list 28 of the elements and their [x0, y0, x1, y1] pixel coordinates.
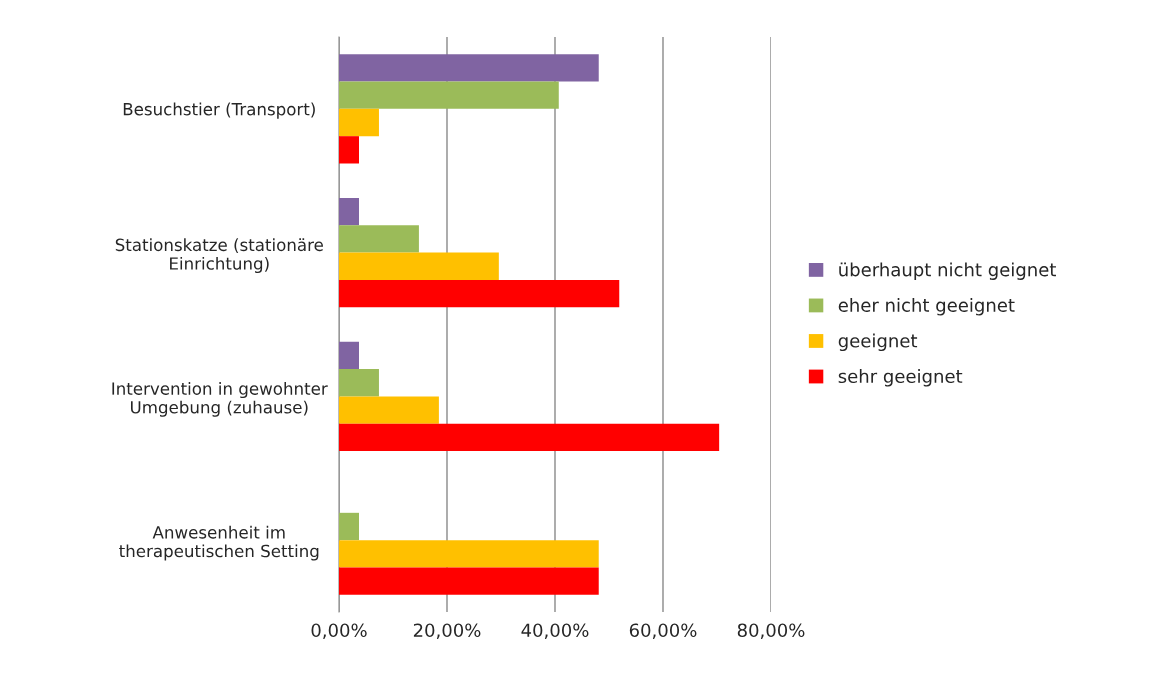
bar — [339, 252, 499, 280]
bar — [339, 225, 419, 253]
bar — [339, 54, 599, 82]
bar — [339, 369, 379, 397]
legend-label: eher nicht geeignet — [838, 298, 1015, 316]
x-tick-label: 60,00% — [629, 623, 697, 639]
y-tick-label: Anwesenheit im therapeutischen Setting — [119, 525, 319, 561]
bar — [339, 341, 359, 370]
legend-label: sehr geeignet — [838, 369, 963, 387]
bar — [339, 396, 439, 424]
legend-label: überhaupt nicht geignet — [839, 262, 1056, 280]
bar — [339, 540, 599, 568]
legend-label: geeignet — [838, 333, 918, 351]
x-tick-label: 0,00% — [311, 623, 367, 639]
y-tick-label: Intervention in gewohnter Umgebung (zuhause) — [112, 381, 328, 417]
bar — [339, 279, 620, 308]
bar — [339, 108, 379, 137]
bar — [339, 81, 559, 109]
bar — [339, 136, 359, 164]
bar — [339, 198, 359, 226]
y-tick-label: Stationskatze (stationäre Einrichtung) — [115, 238, 323, 274]
bar — [339, 512, 359, 541]
x-tick-label: 20,00% — [413, 623, 481, 639]
bar — [339, 423, 720, 451]
y-tick-label: Besuchstier (Transport) — [123, 102, 315, 119]
x-tick-label: 80,00% — [737, 623, 805, 639]
x-tick-label: 40,00% — [521, 623, 589, 639]
bar — [339, 567, 599, 595]
